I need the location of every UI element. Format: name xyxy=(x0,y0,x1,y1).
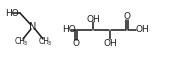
Text: CH: CH xyxy=(14,37,26,47)
Text: HO: HO xyxy=(5,8,19,18)
Text: OH: OH xyxy=(103,39,117,47)
Text: O: O xyxy=(73,39,80,48)
Text: OH: OH xyxy=(86,14,100,24)
Text: HO: HO xyxy=(62,26,76,34)
Text: OH: OH xyxy=(136,26,150,34)
Text: 3: 3 xyxy=(47,41,51,46)
Text: 3: 3 xyxy=(23,41,27,46)
Text: CH: CH xyxy=(38,37,50,47)
Text: O: O xyxy=(124,12,130,21)
Text: N: N xyxy=(29,22,37,32)
